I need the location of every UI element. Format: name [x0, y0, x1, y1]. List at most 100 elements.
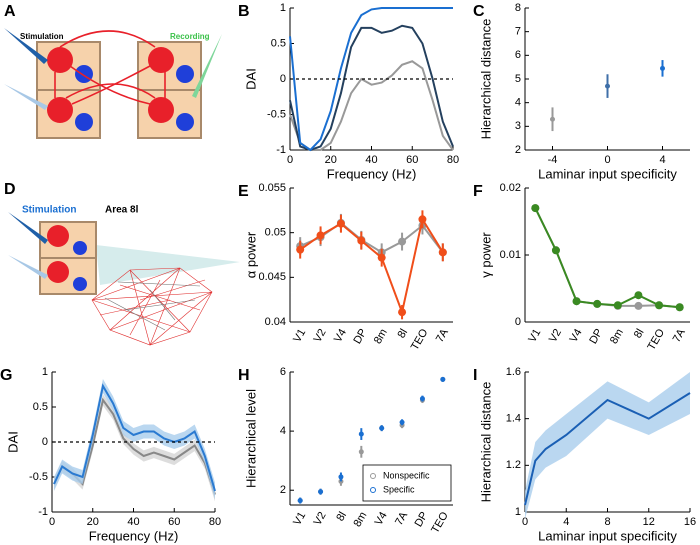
y-tick-label: 0.045: [258, 271, 286, 283]
y-tick-label: 0: [42, 436, 48, 448]
y-tick-label: 4: [515, 97, 521, 109]
y-axis-label: Hierarchical level: [243, 389, 258, 488]
marker: [358, 431, 364, 437]
x-tick-label: 40: [127, 516, 139, 528]
stim-electrode: [8, 255, 48, 279]
panel-letter: C: [473, 3, 485, 20]
y-tick-label: 0.5: [33, 401, 48, 413]
y-tick-label: 0.04: [265, 316, 286, 328]
x-tick-label: 8m: [372, 327, 390, 346]
x-tick-label: V1: [291, 327, 308, 345]
y-tick-label: 0.01: [500, 249, 521, 261]
marker: [398, 308, 407, 317]
y-tick-label: 1.4: [506, 413, 521, 425]
x-tick-label: 60: [406, 154, 418, 166]
excitatory-pop: [47, 225, 69, 247]
x-tick-label: 8m: [608, 327, 626, 346]
marker: [399, 419, 405, 425]
x-tick-label: 16: [684, 516, 696, 528]
y-axis-label: α power: [243, 231, 258, 278]
x-axis-label: Laminar input specificity: [538, 166, 677, 181]
panel-letter: G: [0, 367, 12, 384]
x-tick-label: 20: [325, 154, 337, 166]
x-tick-label: TEO: [429, 510, 451, 536]
y-tick-label: 2: [515, 144, 521, 156]
x-axis-label: Frequency (Hz): [89, 528, 179, 543]
x-tick-label: 80: [447, 154, 459, 166]
diagram-d: D Stimulation Area 8l: [4, 181, 240, 346]
x-tick-label: 7A: [671, 326, 688, 344]
x-tick-label: V2: [547, 327, 564, 345]
marker: [550, 116, 555, 122]
x-tick-label: V1: [291, 510, 308, 528]
y-axis-label: Hierarchical distance: [478, 382, 493, 503]
line: [289, 24, 454, 152]
marker: [675, 303, 684, 312]
x-tick-label: 8m: [351, 510, 369, 529]
network: [91, 267, 213, 346]
marker: [296, 245, 305, 254]
y-tick-label: 0: [515, 316, 521, 328]
y-tick-label: 1: [42, 366, 48, 378]
marker: [605, 83, 610, 89]
diagram-label: Stimulation: [20, 32, 64, 41]
x-tick-label: V2: [312, 327, 329, 345]
marker: [379, 425, 385, 431]
y-tick-label: 8: [515, 2, 521, 14]
excitatory-pops: [47, 47, 174, 123]
chart-line: I 1 1.2 1.4 1.6 0 4 8 12 16 Laminar input specific…: [473, 366, 696, 544]
diagram-label: Area 8l: [105, 205, 139, 216]
x-tick-label: 4: [563, 516, 569, 528]
x-tick-label: DP: [413, 510, 431, 529]
marker: [419, 396, 425, 402]
x-tick-label: 8l: [334, 510, 349, 523]
x-tick-label: 4: [659, 154, 665, 166]
marker: [336, 219, 345, 228]
chart-line: G -1 -0.5 0 0.5 1 0 20 40 60 80 Frequency (Hz) DAI: [0, 366, 221, 544]
y-tick-label: 0.05: [265, 227, 286, 239]
x-tick-label: -4: [548, 154, 558, 166]
legend-label: Specific: [383, 484, 415, 494]
y-tick-label: -1: [276, 144, 286, 156]
y-axis-label: DAI: [5, 431, 20, 453]
x-tick-label: V1: [526, 327, 543, 345]
diagram-a: A Stimulation Recording: [4, 3, 222, 139]
x-tick-label: 60: [168, 516, 180, 528]
x-tick-label: 40: [365, 154, 377, 166]
y-tick-label: -0.5: [29, 471, 48, 483]
y-tick-label: 6: [280, 366, 286, 378]
x-tick-label: 20: [87, 516, 99, 528]
marker: [297, 498, 303, 504]
panel-letter: D: [4, 181, 16, 198]
x-tick-label: 0: [604, 154, 610, 166]
marker: [438, 248, 447, 257]
inhibitory-pop: [73, 277, 87, 291]
marker: [593, 299, 602, 308]
x-tick-label: TEO: [409, 327, 431, 353]
marker: [318, 489, 324, 495]
y-tick-label: 7: [515, 26, 521, 38]
line: [534, 207, 680, 309]
y-axis-label: γ power: [478, 232, 493, 278]
y-axis-label: Hierarchical distance: [478, 19, 493, 140]
line: [289, 60, 454, 151]
marker: [613, 301, 622, 310]
y-tick-label: 1: [280, 2, 286, 14]
x-tick-label: 7A: [393, 509, 410, 527]
marker: [338, 474, 344, 480]
y-tick-label: 0.5: [271, 37, 286, 49]
diagram-label: Recording: [170, 32, 210, 41]
x-tick-label: 12: [643, 516, 655, 528]
x-axis-label: Laminar input specificity: [538, 528, 677, 543]
diagram-label: Stimulation: [22, 205, 76, 216]
marker: [551, 246, 560, 255]
y-tick-label: 6: [515, 49, 521, 61]
panel-letter: I: [473, 367, 477, 384]
marker: [572, 297, 581, 306]
panel-letter: H: [238, 367, 250, 384]
y-tick-label: 5: [515, 73, 521, 85]
